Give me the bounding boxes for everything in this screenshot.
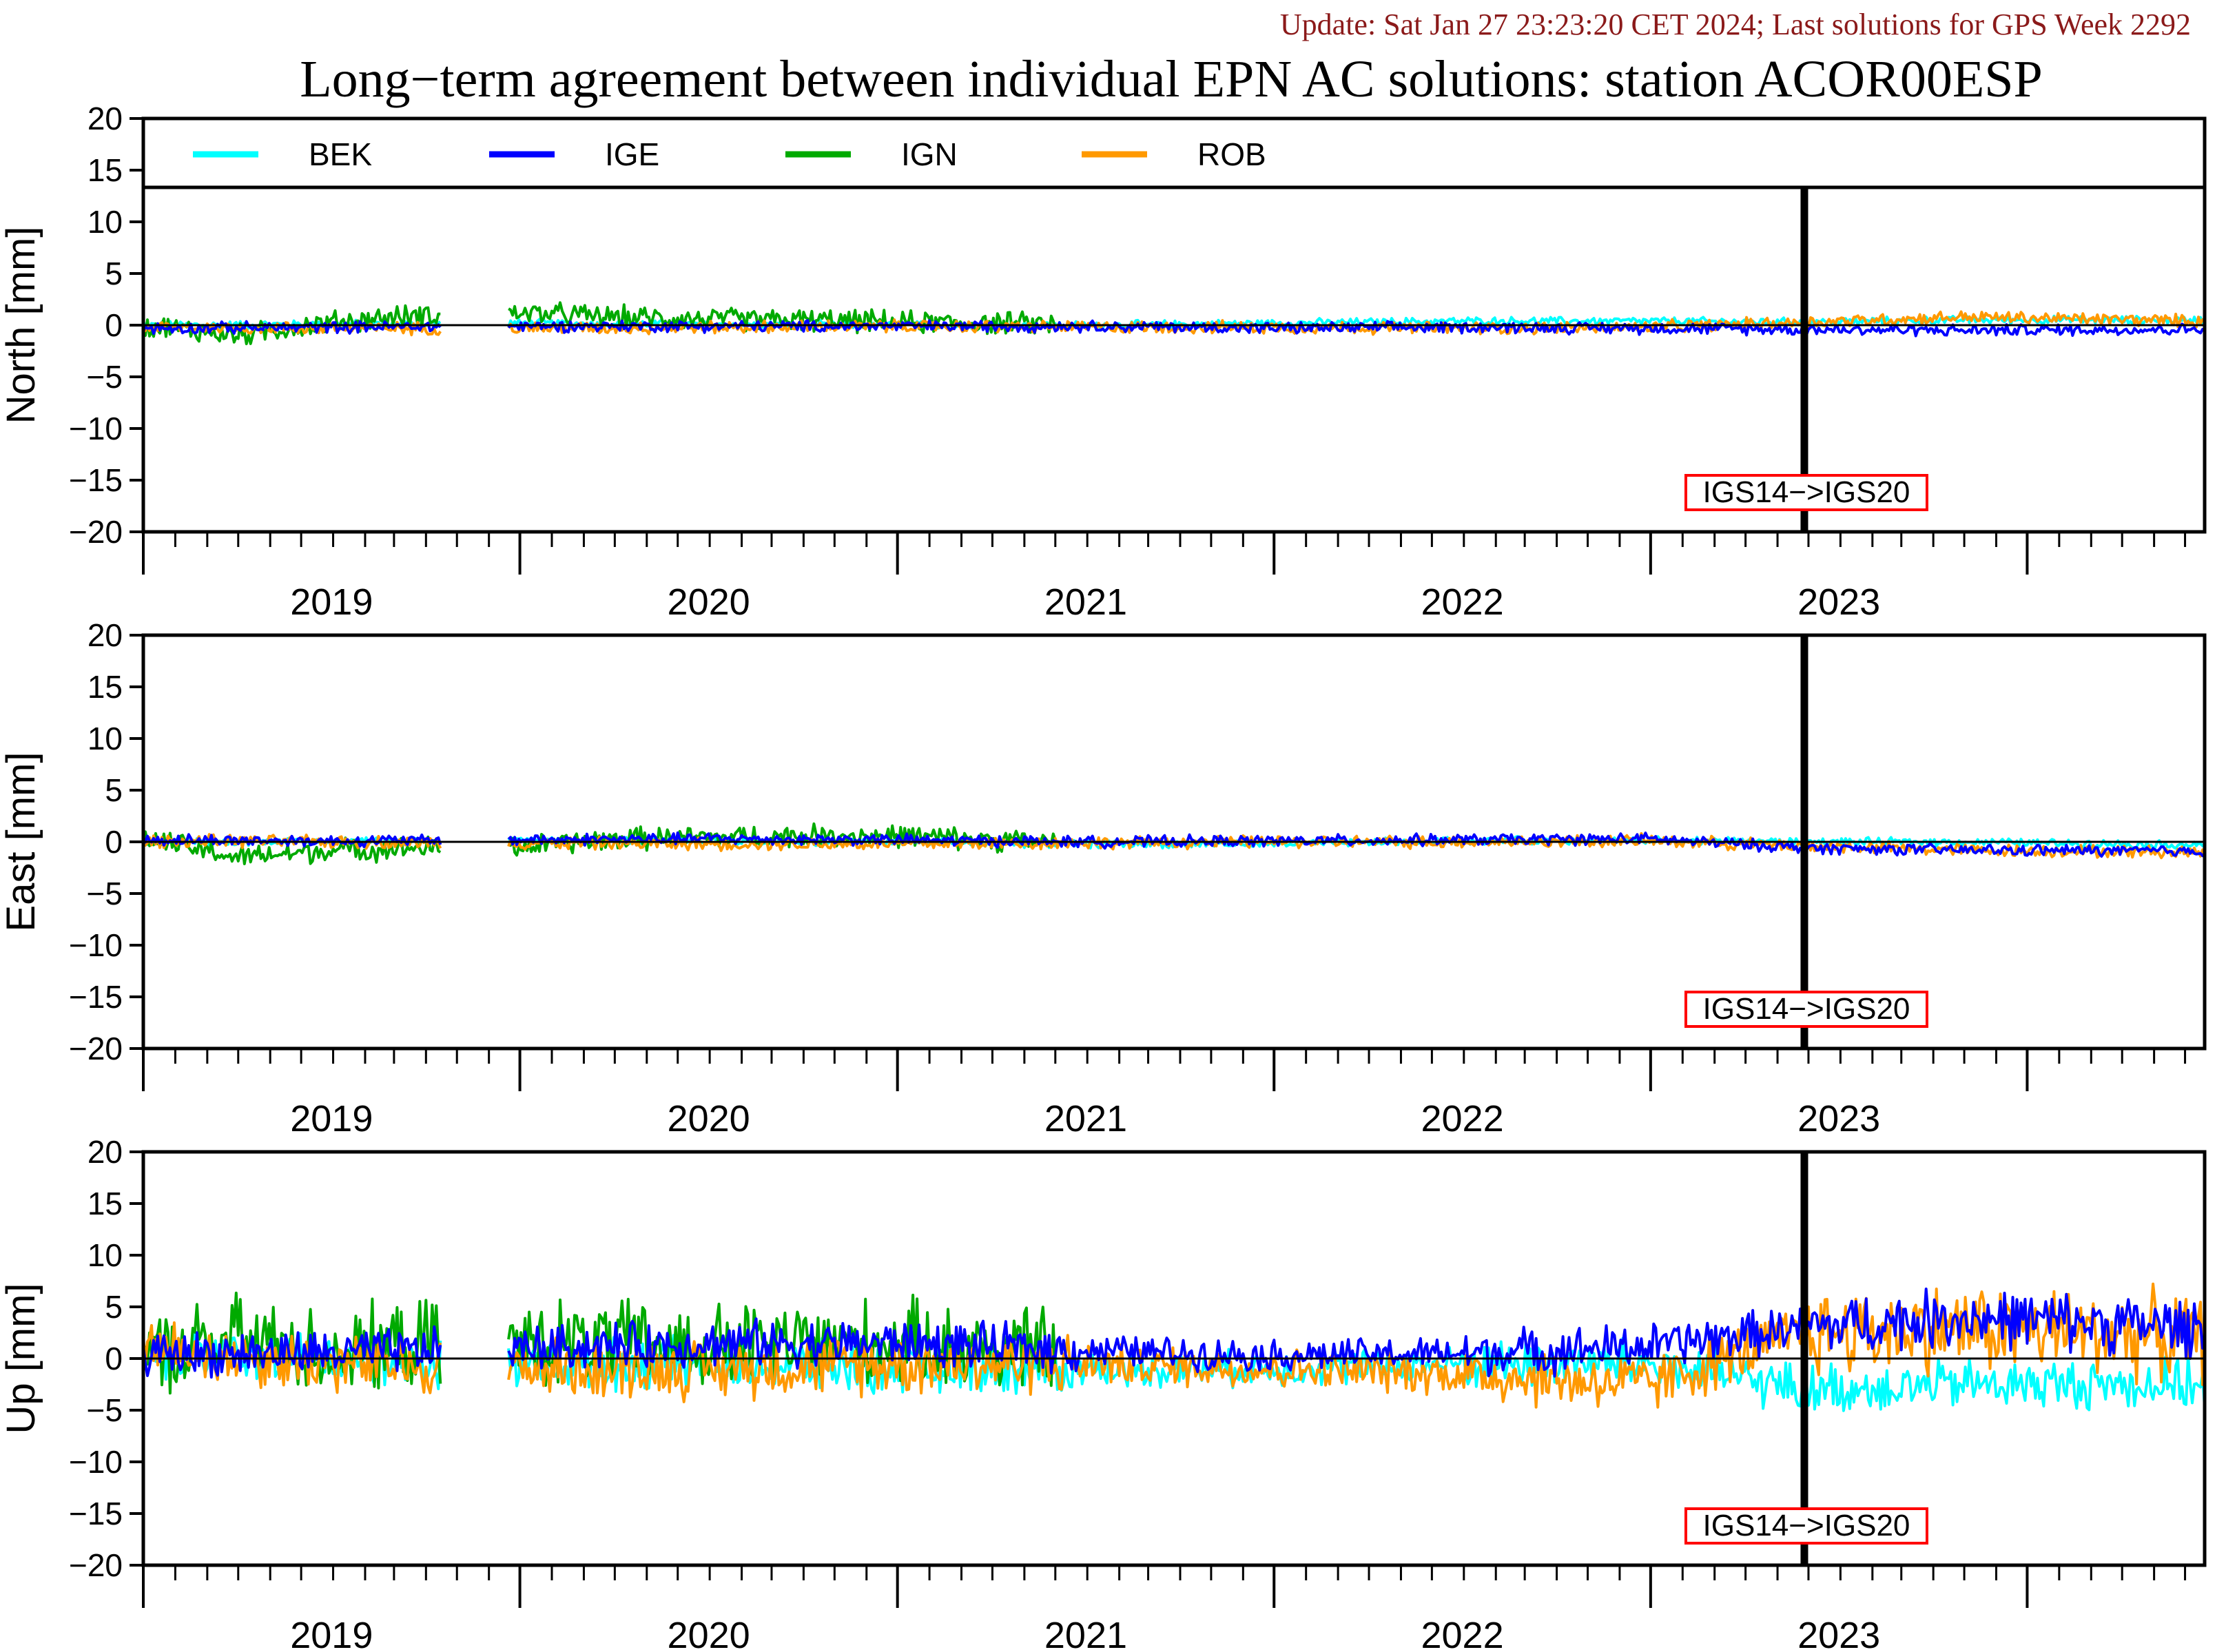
x-tick-label-year: 2019 (290, 1615, 373, 1652)
reference-change-label: IGS14−>IGS20 (1703, 992, 1910, 1026)
y-tick-label: −5 (87, 359, 123, 395)
x-tick-label-year: 2023 (1797, 1098, 1880, 1139)
y-tick-label: 15 (87, 152, 123, 188)
legend-label-rob: ROB (1197, 136, 1266, 172)
chart-title: Long−term agreement between individual E… (300, 50, 2043, 108)
legend-box (141, 116, 2207, 189)
reference-change-label: IGS14−>IGS20 (1703, 475, 1910, 509)
y-axis-label: North [mm] (0, 227, 43, 424)
x-tick-label-year: 2021 (1044, 581, 1127, 623)
x-tick-label-year: 2022 (1421, 1615, 1503, 1652)
y-tick-label: −20 (69, 1547, 123, 1583)
panels: IGS14−>IGS20 20 15 10 5 0 −5 −10 −15 −20 North [mm… (0, 101, 2207, 1652)
y-tick-label: 0 (105, 1341, 123, 1376)
y-tick-label: −15 (69, 979, 123, 1015)
series-line-ige (142, 1288, 2206, 1379)
y-tick-label: −5 (87, 876, 123, 911)
y-tick-label: −20 (69, 1031, 123, 1066)
y-tick-label: 20 (87, 617, 123, 653)
y-tick-label: −10 (69, 1444, 123, 1480)
y-tick-label: 10 (87, 721, 123, 756)
y-tick-label: 10 (87, 1237, 123, 1273)
panel-2: IGS14−>IGS20 20 15 10 5 0 −5 −10 −15 −20 East [mm]… (0, 617, 2207, 1139)
reference-change-box (1684, 474, 1928, 511)
update-text: Update: Sat Jan 27 23:23:20 CET 2024; La… (1280, 8, 2191, 41)
y-tick-label: −10 (69, 927, 123, 963)
y-tick-label: −5 (87, 1392, 123, 1428)
reference-change-box (1684, 991, 1928, 1028)
y-tick-label: 20 (87, 1134, 123, 1170)
x-tick-label-year: 2020 (668, 1615, 750, 1652)
x-tick-label-year: 2021 (1044, 1615, 1127, 1652)
legend-label-ign: IGN (901, 136, 958, 172)
y-tick-label: 10 (87, 204, 123, 240)
x-tick-label-year: 2022 (1421, 581, 1503, 623)
y-tick-label: −15 (69, 1496, 123, 1531)
y-axis-label: East [mm] (0, 752, 43, 931)
legend-label-bek: BEK (309, 136, 372, 172)
panel-1: IGS14−>IGS20 20 15 10 5 0 −5 −10 −15 −20 North [mm… (0, 101, 2207, 623)
x-tick-label-year: 2019 (290, 1098, 373, 1139)
y-tick-label: −15 (69, 462, 123, 498)
panel-3: IGS14−>IGS20 20 15 10 5 0 −5 −10 −15 −20 Up [mm] 20… (0, 1134, 2207, 1652)
y-tick-label: 5 (105, 1289, 123, 1325)
x-tick-label-year: 2022 (1421, 1098, 1503, 1139)
y-tick-label: 0 (105, 824, 123, 860)
y-tick-label: 15 (87, 669, 123, 705)
y-tick-label: 0 (105, 307, 123, 343)
x-tick-label-year: 2021 (1044, 1098, 1127, 1139)
reference-change-box (1684, 1507, 1928, 1545)
y-tick-label: 5 (105, 256, 123, 291)
x-tick-label-year: 2023 (1797, 581, 1880, 623)
y-tick-label: 15 (87, 1186, 123, 1221)
y-tick-label: −10 (69, 411, 123, 446)
y-tick-label: 20 (87, 101, 123, 136)
x-tick-label-year: 2023 (1797, 1615, 1880, 1652)
y-axis-label: Up [mm] (0, 1283, 43, 1434)
x-tick-label-year: 2020 (668, 1098, 750, 1139)
x-tick-label-year: 2020 (668, 581, 750, 623)
y-tick-label: −20 (69, 514, 123, 550)
series-line-rob (142, 1282, 2206, 1409)
y-tick-label: 5 (105, 772, 123, 808)
x-tick-label-year: 2019 (290, 581, 373, 623)
legend-label-ige: IGE (605, 136, 659, 172)
reference-change-label: IGS14−>IGS20 (1703, 1509, 1910, 1542)
